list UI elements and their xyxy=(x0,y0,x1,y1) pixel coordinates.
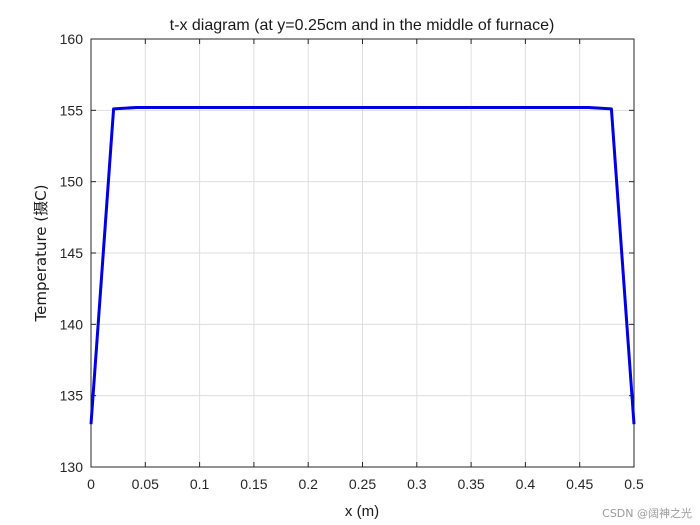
y-tick-label: 140 xyxy=(60,316,84,332)
x-tick-label: 0.3 xyxy=(407,476,427,492)
x-tick-label: 0.45 xyxy=(566,476,593,492)
y-tick-label: 160 xyxy=(60,31,84,47)
chart-title: t-x diagram (at y=0.25cm and in the midd… xyxy=(170,17,555,34)
x-tick-label: 0.25 xyxy=(349,476,376,492)
y-tick-label: 155 xyxy=(60,102,84,118)
x-tick-label: 0.1 xyxy=(190,476,210,492)
x-tick-label: 0.35 xyxy=(457,476,484,492)
y-tick-label: 130 xyxy=(60,459,84,475)
series-group xyxy=(89,105,636,425)
x-tick-label: 0.2 xyxy=(298,476,318,492)
x-axis-label: x (m) xyxy=(345,503,379,520)
y-tick-label: 135 xyxy=(60,388,84,404)
x-tick-label: 0.5 xyxy=(624,476,644,492)
y-tick-label: 145 xyxy=(60,245,84,261)
y-tick-label: 150 xyxy=(60,174,84,190)
axis-ticks: 0 0.05 0.1 0.15 0.2 0.25 0.3 0.35 0.4 0.45 0.5 130 1… xyxy=(60,31,644,492)
temperature-line xyxy=(89,105,636,425)
watermark: CSDN @阔神之光 xyxy=(602,507,692,520)
x-tick-label: 0 xyxy=(87,476,95,492)
x-tick-label: 0.05 xyxy=(132,476,159,492)
x-tick-label: 0.4 xyxy=(516,476,536,492)
grid-lines xyxy=(91,39,634,467)
x-tick-label: 0.15 xyxy=(240,476,267,492)
y-axis-label: Temperature (摄C) xyxy=(32,185,50,323)
